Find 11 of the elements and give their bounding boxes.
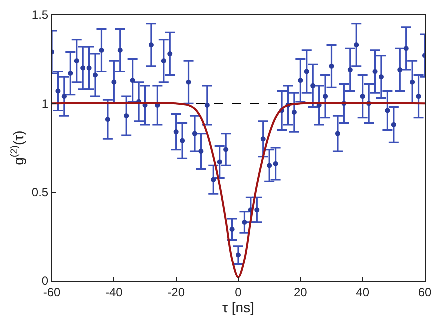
y-tick-label: 1 xyxy=(42,96,49,111)
x-tick-label: 60 xyxy=(418,285,432,300)
x-axis-title: τ [ns] xyxy=(222,300,254,316)
x-tick-label: -20 xyxy=(168,285,186,300)
y-tick-label: 0.5 xyxy=(32,186,49,200)
x-tick-label: 40 xyxy=(356,285,370,300)
x-tick-label: 0 xyxy=(235,285,242,300)
x-tick-label: 20 xyxy=(294,285,308,300)
line-series xyxy=(52,102,425,278)
x-tick-label: -40 xyxy=(106,285,124,300)
y-tick-label: 1.5 xyxy=(32,8,49,22)
